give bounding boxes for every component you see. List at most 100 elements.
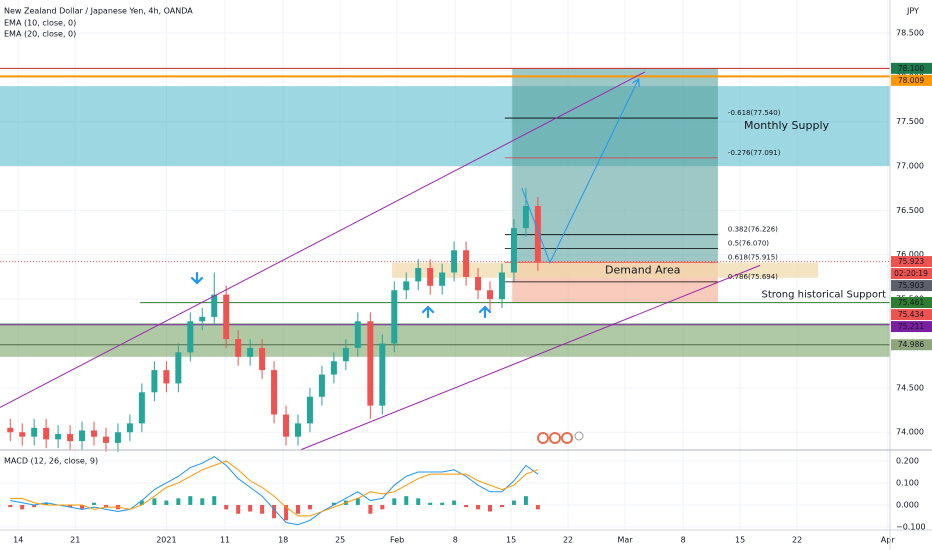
down-arrow — [190, 271, 204, 285]
histogram-bar — [212, 496, 217, 505]
x-tick-label: 8 — [681, 536, 686, 545]
candles — [7, 188, 541, 452]
histogram-bar — [392, 498, 397, 505]
x-tick-label: 22 — [563, 536, 573, 545]
candle-body — [498, 272, 505, 300]
signal-line — [10, 460, 539, 517]
zone — [512, 68, 718, 262]
price-badge-label: 75.461 — [898, 298, 924, 307]
candle-body — [415, 268, 422, 282]
price-badge-label: 02:20:19 — [894, 269, 928, 278]
candle-body — [283, 414, 290, 437]
histogram-bar — [20, 504, 25, 510]
histogram-bar — [331, 502, 336, 505]
candle-body — [163, 370, 170, 384]
candle-body — [31, 427, 38, 437]
y-tick-label: 78.500 — [896, 28, 924, 37]
candle-body — [55, 434, 62, 440]
chart-title: New Zealand Dollar / Japanese Yen, 4h, O… — [4, 7, 193, 16]
histogram-bar — [152, 498, 157, 505]
candle-body — [271, 370, 278, 415]
price-badge-label: 75.903 — [898, 281, 924, 290]
histogram-bar — [164, 500, 169, 505]
price-badge — [891, 256, 932, 268]
candle-body — [463, 250, 470, 277]
y-tick-label: 74.000 — [896, 428, 924, 437]
level-text: Strong historical Support — [761, 290, 886, 301]
y-tick-label: 74.500 — [896, 383, 924, 392]
levels: Strong historical Support — [0, 67, 890, 346]
price-badge — [891, 62, 932, 74]
candle-body — [391, 290, 398, 344]
histogram-bar — [368, 504, 373, 514]
currency: JPY — [906, 7, 919, 16]
candle-body — [294, 423, 301, 437]
up-arrow — [421, 305, 435, 319]
drawings — [0, 71, 761, 451]
x-tick-label: 22 — [792, 536, 802, 545]
zones: Monthly Supply Demand Area — [0, 68, 890, 357]
histogram-bar — [236, 504, 241, 514]
histogram-bar — [139, 500, 144, 505]
candle-body — [534, 205, 541, 262]
y-tick-label: 0.000 — [896, 500, 919, 509]
candle-body — [510, 228, 517, 273]
histogram-bar — [260, 504, 265, 514]
candle-body — [211, 294, 218, 317]
price-badge-label: 75.923 — [898, 257, 924, 266]
price-badge — [891, 321, 932, 333]
fib-levels: -0.618(77.540) -0.276(77.091) 0.382(76.226… — [504, 109, 781, 283]
histogram-bar — [380, 504, 385, 510]
histogram-bar — [80, 504, 85, 510]
histogram-bar — [103, 504, 108, 508]
x-tick-label: Mar — [618, 536, 634, 545]
fib-label: -0.618(77.540) — [728, 109, 781, 117]
candle-body — [151, 370, 158, 393]
histogram-bar — [464, 504, 469, 508]
histogram-bar — [32, 504, 37, 508]
price-badges: 78.100 78.009 75.923 02:20:19 75.903 75.461 75… — [891, 62, 932, 351]
fib-label: -0.276(77.091) — [728, 149, 781, 157]
candle-body — [427, 268, 434, 286]
x-tick-label: 21 — [70, 536, 80, 545]
x-tick-label: 8 — [453, 536, 458, 545]
x-tick-label: 18 — [278, 536, 288, 545]
fib-label: 0.786(75.694) — [728, 273, 778, 281]
histogram-bar — [188, 496, 193, 505]
histogram-bar — [92, 502, 97, 505]
indicator-label: EMA (20, close, 0) — [4, 30, 76, 39]
histogram-bar — [535, 504, 540, 510]
histogram-bar — [176, 498, 181, 505]
candle-body — [187, 321, 194, 353]
candle-body — [367, 321, 374, 406]
price-badge-label: 78.100 — [898, 64, 924, 73]
histogram-bar — [200, 498, 205, 505]
candle-body — [223, 294, 230, 340]
histogram-bar — [44, 502, 49, 505]
candle-body — [475, 276, 482, 291]
histogram-bar — [416, 498, 421, 505]
y-tick-label: 76.500 — [896, 206, 924, 215]
candle-body — [102, 436, 109, 443]
x-tick-label: 25 — [335, 536, 345, 545]
y-tick-label: 0.100 — [896, 478, 919, 487]
histogram-bar — [488, 504, 493, 512]
zone — [0, 86, 890, 166]
price-badge — [891, 339, 932, 351]
price-badge-label: 75.434 — [898, 310, 924, 319]
candle-body — [138, 392, 145, 424]
histogram-bar — [452, 500, 457, 505]
candle-body — [403, 281, 410, 291]
y-tick-label: 76.000 — [896, 250, 924, 259]
trend-line — [300, 264, 761, 451]
histogram-bar — [404, 496, 409, 505]
histogram-bar — [523, 496, 528, 505]
x-tick-label: 2021 — [156, 536, 176, 545]
histogram-bar — [307, 504, 312, 510]
histogram-bar — [284, 504, 289, 521]
candle-body — [247, 347, 254, 357]
zone — [392, 262, 819, 278]
price-badge-label: 75.211 — [898, 322, 924, 331]
zone-label: Demand Area — [605, 263, 680, 276]
